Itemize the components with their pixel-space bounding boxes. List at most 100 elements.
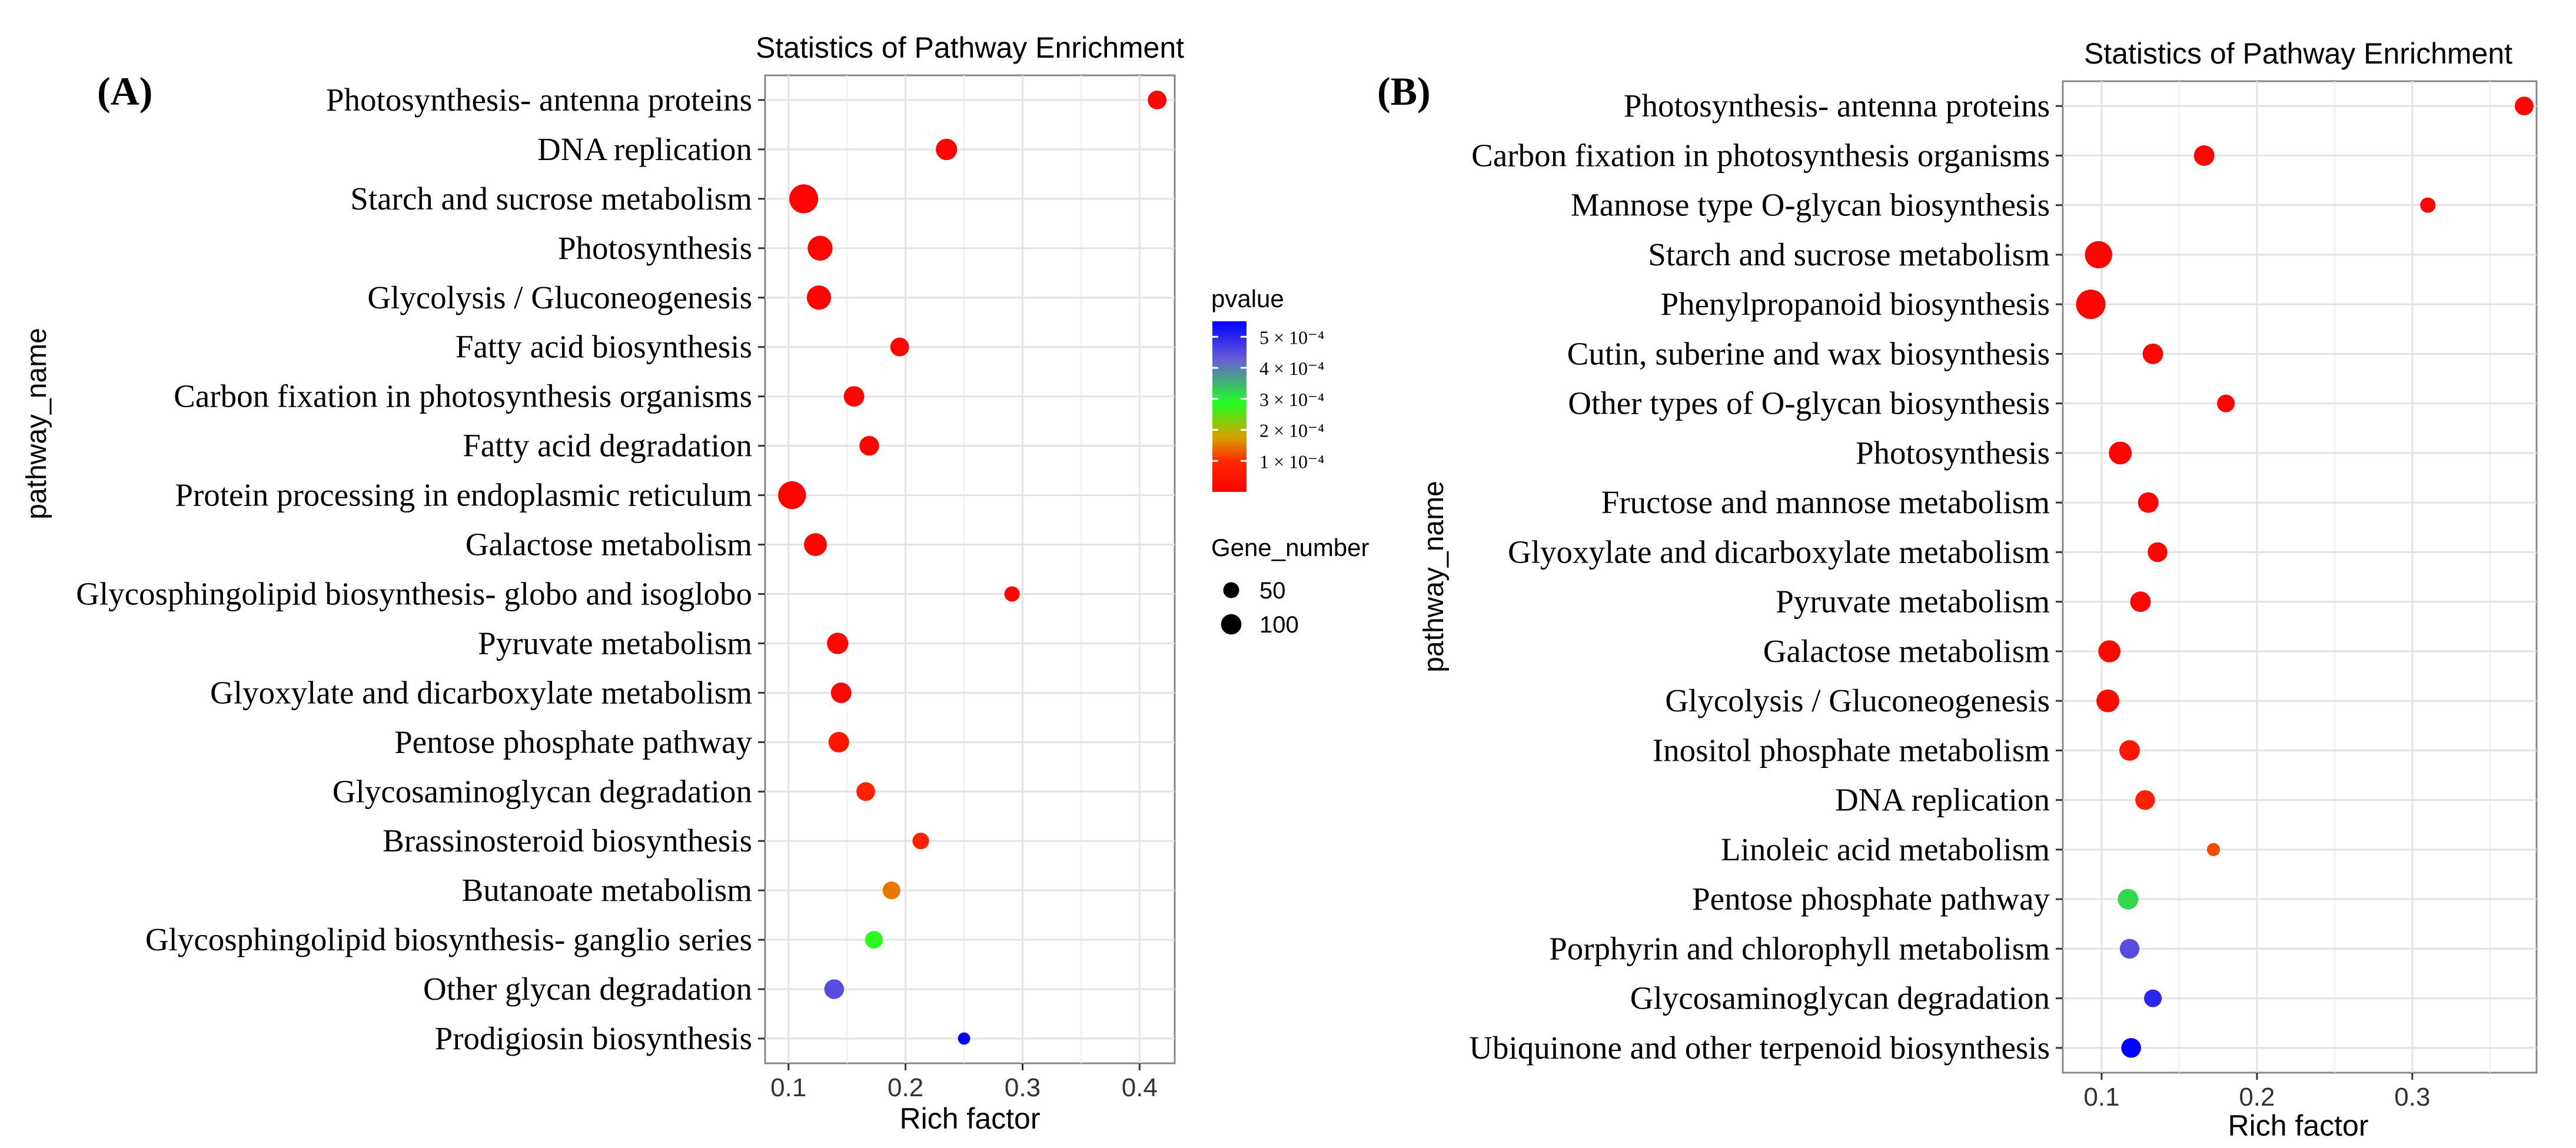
legend-color-tick-label: 4 × 10⁻⁴ [1259,358,1324,379]
y-tick-label-b: Glycolysis / Gluconeogenesis [1665,683,2050,718]
y-tick-label-a: Galactose metabolism [466,527,752,563]
point-a [1004,586,1020,602]
point-a [827,633,849,654]
y-tick-label-a: Prodigiosin biosynthesis [435,1020,752,1056]
point-b [2118,889,2139,910]
point-a [865,931,883,949]
x-tick-label-a: 0.3 [1005,1073,1041,1102]
point-a [859,435,879,456]
point-a [890,337,909,357]
y-tick-label-a: Starch and sucrose metabolism [350,181,752,217]
y-tick-label-b: Galactose metabolism [1763,633,2050,669]
x-axis-label-b: Rich factor [2228,1109,2369,1142]
point-a [806,285,832,310]
point-b [2514,97,2534,116]
y-tick-label-b: Carbon fixation in photosynthesis organi… [1471,137,2050,173]
legend-color-ticks: 1 × 10⁻⁴ 2 × 10⁻⁴ 3 × 10⁻⁴ 4 × 10⁻⁴ 5 × 10⁻⁴ [1212,327,1324,472]
x-axis-label-a: Rich factor [900,1102,1041,1135]
y-tick-label-a: Glycosphingolipid biosynthesis- ganglio … [145,921,752,957]
y-tick-label-a: Fatty acid biosynthesis [456,329,752,365]
x-tick-label-a: 0.4 [1122,1073,1158,1102]
chart-b: (B) Statistics of Pathway Enrichment Pho… [1377,37,2538,1142]
point-b [2135,790,2155,810]
y-tick-labels-b: Photosynthesis- antenna proteins Carbon f… [1469,88,2063,1066]
chart-title-b: Statistics of Pathway Enrichment [2084,37,2512,70]
point-a [830,682,852,703]
y-tick-label-a: Photosynthesis [558,230,752,266]
legend-color-title: pvalue [1211,285,1284,312]
x-tick-label-a: 0.1 [770,1073,806,1102]
point-a [789,184,819,214]
y-tick-label-b: Glyoxylate and dicarboxylate metabolism [1508,534,2050,570]
point-a [807,235,833,261]
y-tick-label-a: Glycosphingolipid biosynthesis- globo an… [76,575,752,611]
y-tick-label-b: DNA replication [1835,782,2050,818]
y-tick-label-a: DNA replication [537,131,752,167]
y-tick-label-b: Porphyrin and chlorophyll metabolism [1549,930,2050,966]
point-b [2085,241,2112,269]
panel-label-a: (A) [97,69,152,114]
point-b [2109,441,2132,465]
point-b [2138,492,2159,513]
y-tick-label-b: Pyruvate metabolism [1776,584,2050,620]
y-tick-labels-a: Photosynthesis- antenna proteins DNA repl… [76,82,765,1056]
marks-b [2076,97,2534,1058]
legend-color-tick-label: 3 × 10⁻⁴ [1259,389,1324,410]
point-a [1148,91,1167,109]
x-tick-label-b: 0.2 [2239,1083,2275,1112]
y-axis-label-a: pathway_name [21,328,52,520]
y-tick-label-a: Glycolysis / Gluconeogenesis [367,279,752,315]
panel-label-b: (B) [1377,69,1431,114]
point-b [2420,197,2436,213]
y-tick-label-a: Glycosaminoglycan degradation [333,773,752,809]
point-b [2193,145,2215,166]
point-b [2144,989,2162,1007]
y-tick-label-b: Cutin, suberine and wax biosynthesis [1567,335,2050,371]
chart-a: (A) Statistics of Pathway Enrichment Pho… [21,31,1184,1135]
x-ticks-a: 0.1 0.2 0.3 0.4 [770,1063,1158,1102]
y-tick-label-b: Pentose phosphate pathway [1692,881,2050,917]
legend-size-label: 50 [1259,578,1286,604]
point-b [2206,843,2221,856]
y-tick-label-b: Mannose type O-glycan biosynthesis [1571,187,2050,223]
x-tick-label-b: 0.1 [2083,1083,2119,1112]
point-a [778,481,806,510]
y-tick-label-a: Protein processing in endoplasmic reticu… [175,477,752,513]
point-b [2121,1038,2141,1058]
x-tick-label-b: 0.3 [2394,1083,2430,1112]
point-a [958,1032,970,1045]
y-tick-label-a: Fatty acid degradation [463,428,752,464]
marks-a [778,91,1167,1045]
x-ticks-b: 0.1 0.2 0.3 [2083,1073,2430,1112]
point-a [843,386,865,407]
legend-size-dot [1221,614,1242,635]
point-a [936,138,958,161]
y-tick-label-b: Fructose and mannose metabolism [1601,484,2050,520]
point-b [2217,394,2235,412]
point-a [882,881,900,900]
legend-size-label: 100 [1259,612,1299,638]
y-tick-label-a: Butanoate metabolism [462,872,752,908]
point-b [2119,740,2140,761]
point-b [2130,591,2151,613]
legend-color-tick-label: 5 × 10⁻⁴ [1259,327,1324,348]
y-tick-label-b: Photosynthesis [1856,435,2050,471]
y-tick-label-b: Inositol phosphate metabolism [1653,732,2050,768]
legend-colorbar [1212,321,1247,492]
y-tick-label-b: Phenylpropanoid biosynthesis [1660,286,2050,322]
point-a [828,731,849,753]
plot-area-a [764,74,1176,1064]
point-b [2119,939,2140,959]
y-tick-label-a: Carbon fixation in photosynthesis organi… [174,378,752,414]
y-tick-label-b: Starch and sucrose metabolism [1648,237,2050,272]
legend: pvalue 1 × 10⁻⁴ 2 × 10⁻⁴ 3 × 10⁻⁴ 4 × 10⁻⁴ 5… [1211,285,1370,638]
y-tick-label-b: Ubiquinone and other terpenoid biosynthe… [1469,1030,2050,1066]
y-tick-label-a: Brassinosteroid biosynthesis [383,823,752,858]
y-tick-label-b: Glycosaminoglycan degradation [1630,980,2050,1016]
point-b [2148,542,2168,563]
point-b [2096,689,2119,713]
point-a [804,533,827,556]
y-tick-label-b: Other types of O-glycan biosynthesis [1568,385,2050,421]
